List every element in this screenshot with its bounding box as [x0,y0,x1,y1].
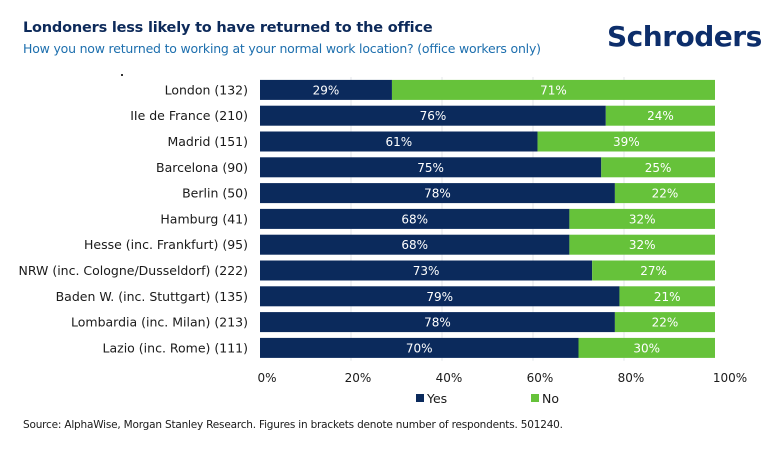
category-label: Lombardia (inc. Milan) (213) [71,315,248,330]
schroders-logo: Schroders [607,20,762,53]
category-label: Lazio (inc. Rome) (111) [103,340,248,355]
value-label: 30% [633,341,660,355]
bar-no [569,208,715,229]
value-label: 70% [406,341,433,355]
category-label: Madrid (151) [167,134,248,149]
value-label: 78% [424,316,451,330]
x-tick-label: 40% [436,371,463,385]
value-label: 25% [645,161,672,175]
x-tick-label: 20% [345,371,372,385]
bar-no [619,286,715,307]
value-label: 39% [613,135,640,149]
legend-swatch-yes [416,394,424,402]
value-label: 76% [420,109,447,123]
bar-yes [260,105,606,126]
value-label: 71% [540,83,567,97]
chart-title: Londoners less likely to have returned t… [23,20,433,36]
bar-no [592,260,715,281]
stray-dot [121,74,123,76]
x-tick-label: 0% [257,371,276,385]
category-label: IIe de France (210) [130,108,248,123]
bar-no [601,157,715,178]
bar-yes [260,312,615,333]
legend-swatch-no [531,394,539,402]
bar-no [391,79,715,100]
bar-yes [260,79,392,100]
legend-label-yes: Yes [426,391,447,406]
bar-no [605,105,715,126]
value-label: 79% [426,290,453,304]
bar-yes [260,157,602,178]
bar-yes [260,337,579,358]
category-label: Barcelona (90) [156,160,248,175]
value-label: 32% [629,238,656,252]
bar-yes [260,286,620,307]
value-label: 73% [413,264,440,278]
x-tick-label: 100% [713,371,747,385]
value-label: 75% [417,161,444,175]
bar-no [578,337,715,358]
value-label: 78% [424,187,451,201]
category-label: Baden W. (inc. Stuttgart) (135) [56,289,248,304]
source-note: Source: AlphaWise, Morgan Stanley Resear… [23,419,563,431]
value-label: 61% [385,135,412,149]
category-label: Hesse (inc. Frankfurt) (95) [84,237,248,252]
bar-yes [260,234,570,255]
chart-subtitle: How you now returned to working at your … [23,41,541,56]
category-label: London (132) [165,82,248,97]
bar-yes [260,260,593,281]
bar-yes [260,131,538,152]
value-label: 29% [313,83,340,97]
value-label: 68% [401,238,428,252]
bar-no [569,234,715,255]
category-label: Berlin (50) [182,186,248,201]
value-label: 24% [647,109,674,123]
value-label: 22% [652,187,679,201]
legend-label-no: No [542,391,559,406]
x-tick-label: 60% [527,371,554,385]
value-label: 68% [401,212,428,226]
value-label: 27% [640,264,667,278]
category-label: NRW (inc. Cologne/Dusseldorf) (222) [18,263,248,278]
value-label: 22% [652,316,679,330]
bar-no [614,183,715,204]
bar-no [614,312,715,333]
bar-yes [260,183,615,204]
bar-yes [260,208,570,229]
category-label: Hamburg (41) [160,211,248,226]
bar-no [537,131,715,152]
value-label: 21% [654,290,681,304]
x-tick-label: 80% [618,371,645,385]
value-label: 32% [629,212,656,226]
